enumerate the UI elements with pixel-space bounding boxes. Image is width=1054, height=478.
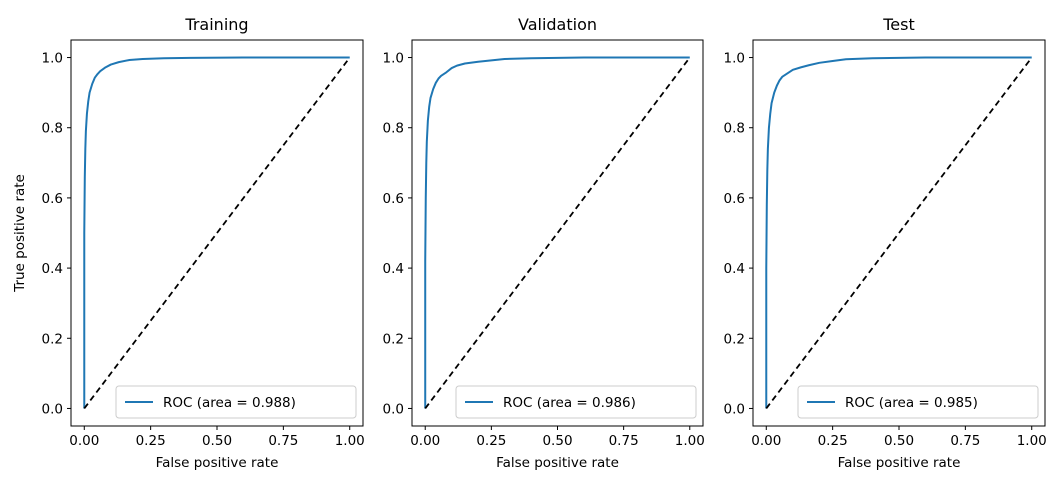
x-tick-label: 1.00 — [675, 433, 705, 449]
legend-box — [797, 385, 1039, 419]
chance-diagonal-line — [765, 57, 1033, 409]
y-tick-label: 0.0 — [724, 401, 745, 417]
y-tick-label: 1.0 — [383, 51, 404, 67]
y-axis-label: True positive rate — [12, 174, 28, 293]
x-tick-label: 0.00 — [410, 433, 440, 449]
x-tick-label: 0.50 — [542, 433, 572, 449]
y-tick-label: 0.2 — [724, 331, 745, 347]
y-tick-label: 0.0 — [383, 401, 404, 417]
y-tick-label: 0.6 — [724, 191, 745, 207]
chance-diagonal-line — [83, 57, 351, 409]
y-tick-label: 0.2 — [383, 331, 404, 347]
x-tick-label: 0.00 — [69, 433, 99, 449]
subplot-training: Training 0.00 0.25 0.50 0.75 1.00 0.0 0.2 0.4 0.6… — [12, 15, 365, 471]
x-tick-label: 0.75 — [950, 433, 980, 449]
y-tick-label: 0.8 — [42, 121, 63, 137]
x-tick-label: 1.00 — [335, 433, 365, 449]
y-tick-label: 0.2 — [42, 331, 63, 347]
y-tick-label: 0.8 — [724, 121, 745, 137]
legend-box — [115, 385, 357, 419]
x-tick-label: 1.00 — [1017, 433, 1047, 449]
roc-curve-line — [83, 56, 350, 409]
legend-box — [455, 385, 697, 419]
legend: ROC (area = 0.985) — [797, 385, 1039, 419]
y-tick-label: 0.4 — [724, 261, 745, 277]
subplot-title: Test — [882, 15, 915, 34]
x-tick-label: 0.25 — [818, 433, 848, 449]
y-tick-label: 0.4 — [42, 261, 63, 277]
roc-curve-line — [765, 56, 1032, 409]
subplot-test: Test 0.00 0.25 0.50 0.75 1.00 0.0 0.2 0.4 0.6 0.8 1… — [724, 15, 1047, 471]
y-tick-label: 0.8 — [383, 121, 404, 137]
y-tick-label: 1.0 — [724, 51, 745, 67]
x-tick-label: 0.25 — [476, 433, 506, 449]
x-axis-label: False positive rate — [496, 455, 619, 471]
subplot-title: Training — [184, 15, 248, 34]
subplot-title: Validation — [518, 15, 597, 34]
legend: ROC (area = 0.988) — [115, 385, 357, 419]
y-tick-label: 1.0 — [42, 51, 63, 67]
x-tick-label: 0.25 — [136, 433, 166, 449]
y-tick-label: 0.6 — [383, 191, 404, 207]
y-tick-label: 0.6 — [42, 191, 63, 207]
legend: ROC (area = 0.986) — [455, 385, 697, 419]
y-tick-label: 0.0 — [42, 401, 63, 417]
chance-diagonal-line — [424, 57, 691, 409]
legend-label: ROC (area = 0.985) — [845, 395, 978, 411]
legend-label: ROC (area = 0.988) — [163, 395, 296, 411]
y-tick-label: 0.4 — [383, 261, 404, 277]
subplot-validation: Validation 0.00 0.25 0.50 0.75 1.00 0.0 0.2 0.4 0… — [383, 15, 705, 471]
legend-label: ROC (area = 0.986) — [503, 395, 636, 411]
x-tick-label: 0.50 — [884, 433, 914, 449]
x-axis-label: False positive rate — [838, 455, 961, 471]
x-tick-label: 0.50 — [202, 433, 232, 449]
x-tick-label: 0.00 — [751, 433, 781, 449]
x-tick-label: 0.75 — [609, 433, 639, 449]
x-tick-label: 0.75 — [268, 433, 298, 449]
x-axis-label: False positive rate — [156, 455, 279, 471]
roc-curve-line — [424, 56, 690, 409]
